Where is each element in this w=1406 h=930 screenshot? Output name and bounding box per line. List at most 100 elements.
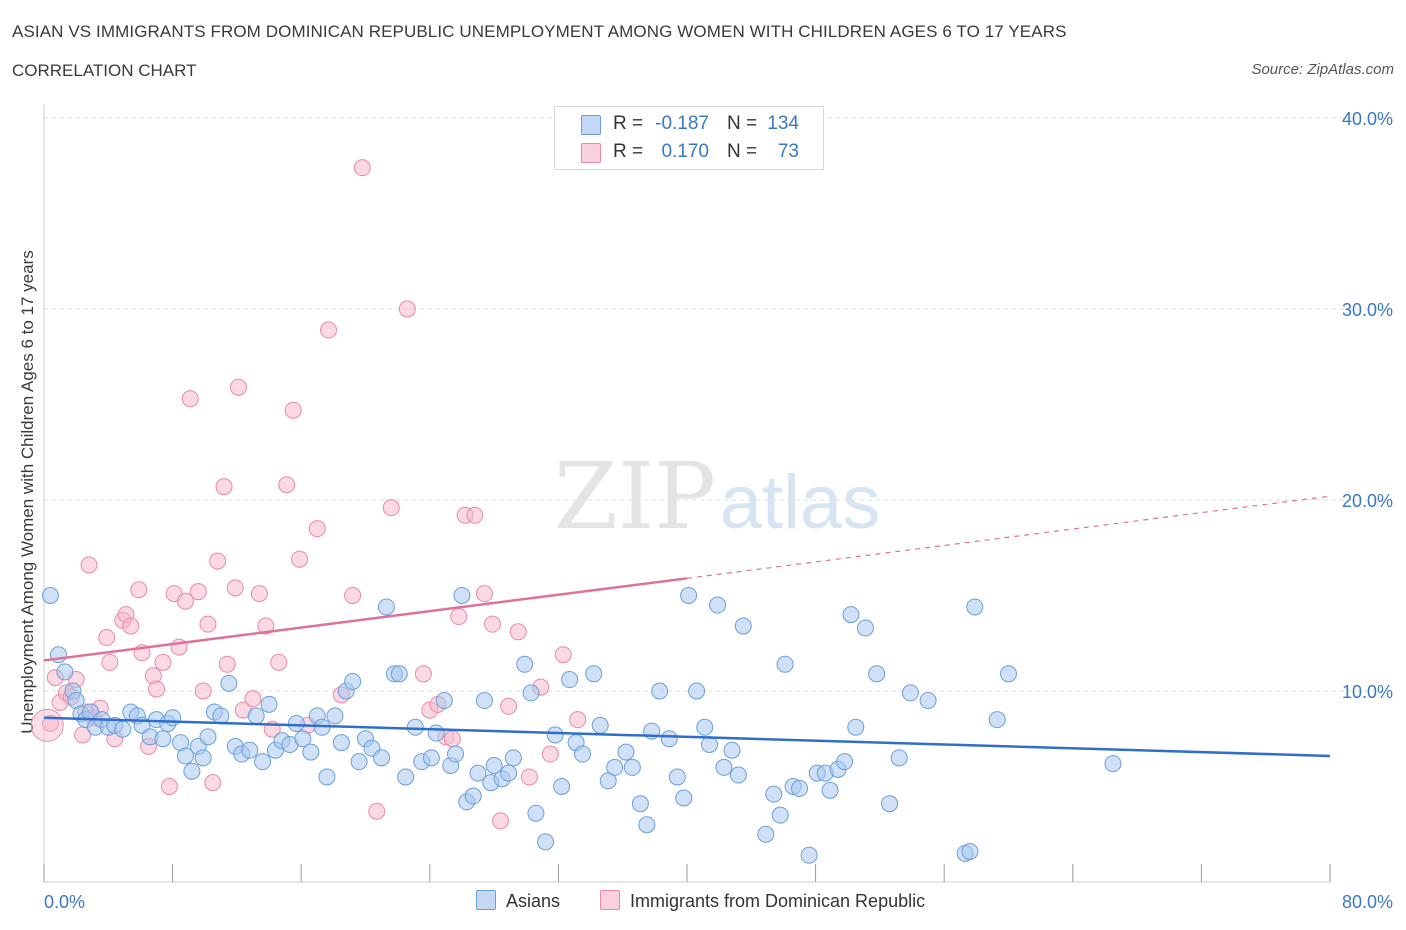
asian-point	[183, 762, 201, 780]
asian-point	[220, 674, 238, 692]
asian-point	[350, 753, 368, 771]
asian-point	[680, 587, 698, 604]
dominican-point	[414, 665, 432, 683]
asian-point	[260, 695, 278, 713]
dominican-point	[382, 499, 400, 517]
asian-point	[326, 707, 344, 725]
axes	[43, 104, 1331, 883]
asian-point	[427, 724, 445, 742]
legend-swatch-asians	[476, 890, 496, 910]
asian-point	[847, 718, 865, 736]
dominican-point	[130, 581, 148, 599]
asian-point	[881, 795, 899, 813]
asian-point	[464, 787, 482, 805]
dominican-point	[500, 697, 518, 715]
series-asian-points	[41, 587, 1122, 864]
watermark-atlas: atlas	[720, 460, 881, 545]
trend-lines	[43, 495, 1331, 758]
y-tick-label: 30.0%	[1342, 300, 1393, 320]
legend-label-dominican: Immigrants from Dominican Republic	[630, 891, 926, 911]
tick-labels: 10.0% 20.0% 30.0% 40.0% 0.0% 80.0%	[44, 109, 1393, 912]
asian-point	[164, 709, 182, 727]
asian-point	[561, 671, 579, 689]
asian-point	[516, 655, 534, 673]
asian-point	[373, 749, 391, 767]
asian-point	[617, 743, 635, 761]
dominican-point	[176, 592, 194, 610]
asian-point	[1000, 665, 1017, 683]
asian-point	[422, 749, 440, 767]
source-note: Source: ZipAtlas.com	[1251, 61, 1394, 78]
dominican-point	[226, 579, 244, 597]
legend-n-value: 134	[767, 113, 799, 134]
asian-point	[668, 768, 686, 786]
asian-point	[771, 806, 789, 824]
dominican-point	[520, 768, 538, 786]
asian-point	[729, 766, 747, 784]
legend-n-value: 73	[777, 141, 799, 162]
asian-point	[453, 587, 471, 604]
legend-swatch-dominican	[581, 143, 601, 163]
dominican-point	[308, 520, 326, 538]
dominican-point	[398, 300, 416, 318]
asian-point	[241, 741, 259, 759]
asian-point	[821, 781, 839, 799]
dominican-point	[475, 585, 493, 603]
x-tick-label: 80.0%	[1342, 892, 1393, 912]
asian-point	[623, 758, 641, 776]
asian-point	[675, 789, 693, 807]
dominican-point	[189, 583, 207, 601]
asian-point	[757, 825, 775, 843]
asian-point	[638, 816, 656, 834]
asian-point	[527, 804, 545, 822]
legend-item-asians[interactable]: Asians	[476, 890, 560, 912]
asian-point	[791, 779, 809, 797]
dominican-point	[101, 653, 119, 671]
legend-label-asians: Asians	[506, 891, 561, 911]
dominican-point	[483, 615, 501, 633]
asian-point	[723, 741, 741, 759]
dominican-point	[569, 711, 587, 729]
chart-subtitle: CORRELATION CHART	[12, 61, 197, 80]
asian-point	[919, 692, 937, 710]
dominican-point	[154, 653, 172, 671]
asian-point	[1104, 755, 1122, 773]
asian-point	[294, 730, 312, 748]
legend-item-dominican[interactable]: Immigrants from Dominican Republic	[600, 890, 925, 912]
dominican-point	[368, 802, 386, 820]
asian-point	[56, 663, 74, 681]
asian-point	[469, 764, 487, 782]
asian-point	[154, 730, 172, 748]
asian-point	[606, 758, 624, 776]
legend-swatch-dominican	[600, 890, 620, 910]
legend-r-value: 0.170	[661, 141, 709, 162]
dominican-point	[199, 615, 217, 633]
dominican-point	[122, 617, 140, 635]
y-tick-label: 10.0%	[1342, 682, 1393, 702]
asian-point	[254, 753, 272, 771]
asian-point	[709, 596, 727, 614]
dominican-point	[443, 730, 461, 748]
asian-point	[660, 730, 678, 748]
asian-point	[114, 720, 132, 738]
asian-point	[836, 753, 854, 771]
asian-point	[302, 743, 320, 761]
asian-point	[966, 598, 984, 616]
legend-r-label: R =	[613, 113, 644, 134]
asian-point	[901, 684, 919, 702]
dominican-point	[450, 608, 468, 626]
chart-title: ASIAN VS IMMIGRANTS FROM DOMINICAN REPUB…	[12, 22, 1067, 41]
asian-point	[574, 745, 592, 763]
legend-r-label: R =	[613, 141, 644, 162]
asian-point	[591, 716, 609, 734]
dominican-point	[80, 556, 98, 574]
legend-n-label: N =	[727, 113, 758, 134]
asian-point	[522, 684, 540, 702]
asian-point	[212, 707, 230, 725]
dominican-point	[509, 623, 527, 641]
asian-point	[961, 842, 979, 860]
dominican-point	[209, 552, 227, 570]
dominican-point	[181, 390, 199, 408]
asian-point	[715, 758, 733, 776]
